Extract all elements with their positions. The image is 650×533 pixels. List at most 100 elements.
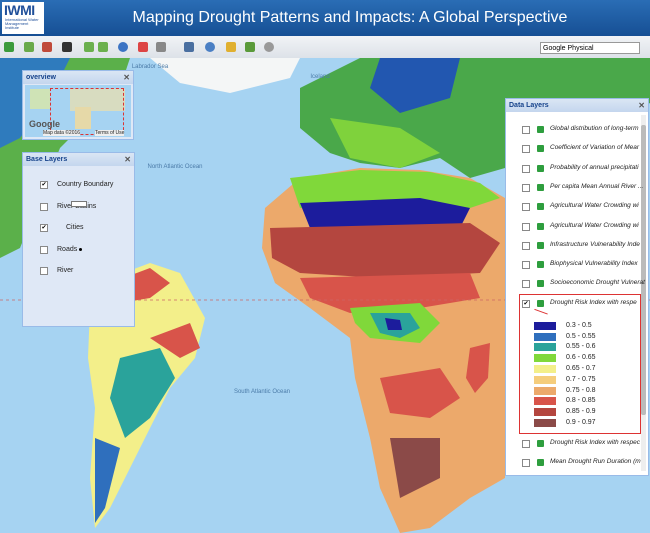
data-layers-panel: Data Layers ✕ Global distribution of long… [505,98,649,476]
checkbox[interactable] [40,245,48,254]
layer-label: Biophysical Vulnerability Index [550,260,638,268]
layer-icon[interactable] [537,439,544,447]
checkbox[interactable] [522,241,530,250]
map-label: Iceland [310,74,329,80]
tool-button[interactable] [42,42,52,52]
map-label: Labrador Sea [132,64,169,70]
legend-swatch [534,321,556,330]
tool-button[interactable] [156,42,166,52]
checkbox[interactable]: ✔ [522,299,530,308]
land [466,343,490,393]
scrollbar[interactable] [641,115,646,471]
map-label: South Atlantic Ocean [234,389,290,395]
layer-icon[interactable] [537,241,544,249]
checkbox[interactable]: ✔ [40,181,48,189]
tool-button[interactable] [4,42,14,52]
close-button[interactable]: ✕ [123,73,130,82]
layer-label: River [57,267,74,274]
layer-label: Cities [66,224,84,231]
checkbox[interactable] [522,439,530,448]
checkbox[interactable] [522,222,530,231]
logo: IWMI International Water Management Inst… [2,2,44,34]
legend-swatch [534,364,556,373]
layer-label: Drought Risk Index with respe [550,298,637,306]
close-button[interactable]: ✕ [638,101,645,110]
checkbox[interactable] [522,164,530,173]
layer-icon[interactable] [537,280,544,288]
layer-icon[interactable] [537,183,544,191]
layer-label: Infrastructure Vulnerability Inde [550,240,640,248]
panel-header: overview ✕ [23,71,133,84]
layer-icon[interactable] [537,126,544,133]
attribution: Map data ©2016 [43,130,81,136]
checkbox[interactable]: ✔ [40,224,48,232]
logo-text: IWMI [4,2,35,18]
tool-button[interactable] [245,42,255,52]
legend-swatch [534,375,556,384]
google-logo: Google [29,119,60,129]
legend-box [519,293,641,434]
panel-title: Data Layers [509,102,549,109]
land [110,348,175,438]
panel-header: Data Layers ✕ [506,99,648,112]
checkbox[interactable] [522,126,530,134]
layer-icon[interactable] [537,222,544,230]
layer-icon[interactable] [537,261,544,269]
checkbox[interactable] [522,280,530,289]
land [75,107,91,129]
layer-icon[interactable] [537,459,544,466]
land [150,58,300,93]
layer-label: Roads [57,245,78,253]
legend-label: 0.8 - 0.85 [566,397,596,405]
checkbox[interactable] [40,267,48,275]
legend-label: 0.3 - 0.5 [566,321,592,329]
tool-button[interactable] [84,42,94,52]
checkbox[interactable] [522,261,530,270]
close-button[interactable]: ✕ [124,155,131,164]
tool-button[interactable] [138,42,148,52]
layer-symbol [71,201,87,207]
checkbox[interactable] [522,459,530,467]
layer-label: Drought Risk Index with respec [550,438,640,446]
layer-label: Agricultural Water Crowding wi [550,202,639,210]
tool-button[interactable] [205,42,215,52]
tool-button[interactable] [264,42,274,52]
map-label: North Atlantic Ocean [147,164,202,170]
checkbox[interactable] [522,203,530,212]
legend-label: 0.9 - 0.97 [566,418,596,426]
land [330,118,440,168]
layer-icon[interactable] [537,145,544,153]
layer-label: Country Boundary [57,181,114,188]
layer-icon[interactable] [537,203,544,211]
legend-swatch [534,332,556,341]
checkbox[interactable] [522,145,530,154]
legend-swatch [534,397,556,406]
tool-button[interactable] [118,42,128,52]
basemap-select[interactable]: Google Physical [540,42,640,54]
extent-box [50,88,124,135]
tool-button[interactable] [98,42,108,52]
tool-button[interactable] [24,42,34,52]
checkbox[interactable] [40,202,48,211]
legend-label: 0.65 - 0.7 [566,364,596,372]
land [30,89,50,109]
layer-label: Probability of annual precipitati [550,163,639,171]
terms-link[interactable]: Terms of Use [95,130,125,136]
land [270,223,500,278]
tool-button[interactable] [184,42,194,52]
layer-label: Socioeconomic Drought Vulnerat [550,279,645,287]
overview-map[interactable]: Google Map data ©2016 Terms of Use [25,85,131,137]
legend-swatch [534,408,556,417]
tool-button[interactable] [226,42,236,52]
layer-icon[interactable] [537,299,544,307]
panel-header: Base Layers ✕ [23,153,134,166]
overview-panel: overview ✕ Google Map data ©2016 Terms of… [22,70,134,140]
land [70,89,125,111]
checkbox[interactable] [522,183,530,192]
tool-button[interactable] [62,42,72,52]
layer-icon[interactable] [537,164,544,172]
panel-title: Base Layers [26,156,68,163]
scroll-thumb[interactable] [641,125,646,415]
land [150,323,200,358]
